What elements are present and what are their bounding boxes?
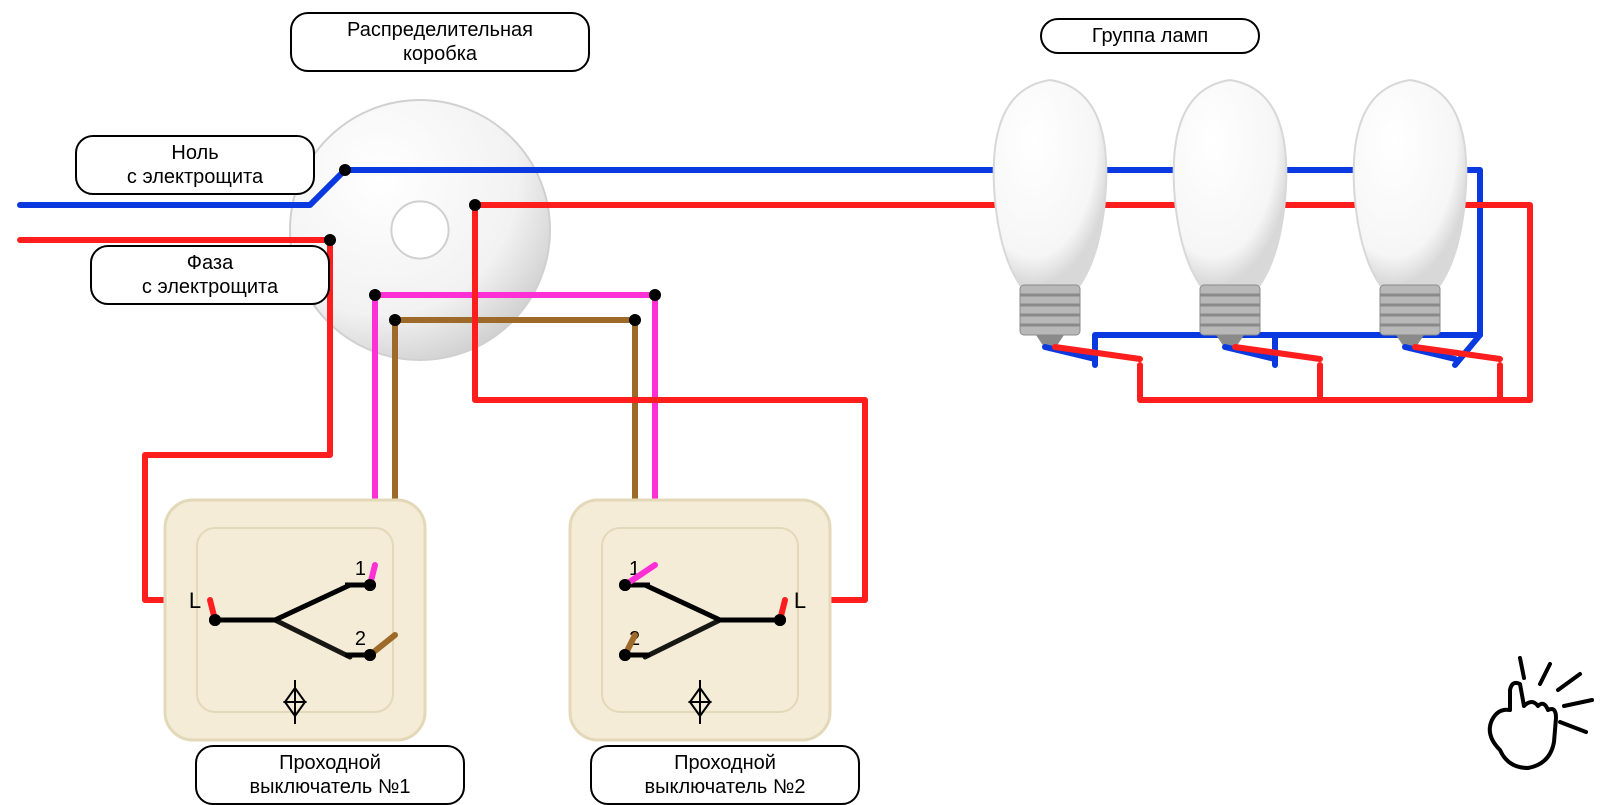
label-neutral: Нольс электрощита — [75, 135, 315, 195]
wire — [1140, 365, 1530, 400]
label-switch-1: Проходнойвыключатель №1 — [195, 745, 465, 805]
label-junction-box: Распределительнаякоробка — [290, 12, 590, 72]
two-way-switch-2: L12 — [570, 500, 830, 740]
svg-text:1: 1 — [355, 558, 366, 580]
terminal-label-L: L — [794, 588, 806, 613]
junction-node — [649, 289, 661, 301]
label-switch-2: Проходнойвыключатель №2 — [590, 745, 860, 805]
terminal-label-L: L — [189, 588, 201, 613]
junction-node — [469, 199, 481, 211]
label-phase: Фазас электрощита — [90, 245, 330, 305]
label-lamp-group: Группа ламп — [1040, 18, 1260, 54]
light-bulb-1 — [994, 80, 1140, 359]
snap-fingers-icon — [1490, 658, 1592, 768]
junction-node — [324, 234, 336, 246]
junction-node — [339, 164, 351, 176]
svg-text:2: 2 — [355, 628, 366, 650]
two-way-switch-1: L 1 2 — [165, 500, 425, 740]
junction-node — [389, 314, 401, 326]
light-bulb-2 — [1174, 80, 1320, 359]
junction-node — [369, 289, 381, 301]
junction-node — [629, 314, 641, 326]
